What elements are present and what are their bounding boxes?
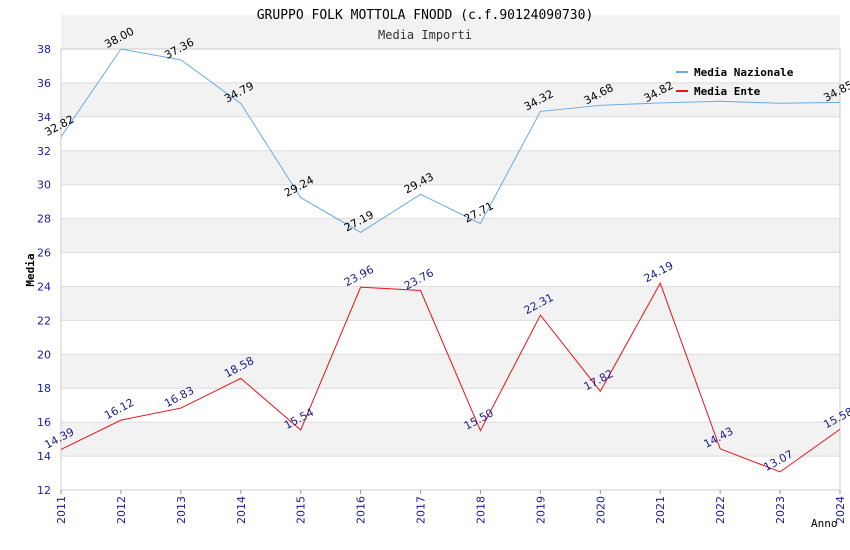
legend: Media Nazionale Media Ente bbox=[676, 66, 794, 98]
x-axis-ticks: 2011 2012 2013 2014 2015 2016 2017 2018 2019 2020… bbox=[55, 490, 847, 524]
chart-title: GRUPPO FOLK MOTTOLA FNODD (c.f.901240907… bbox=[257, 8, 594, 23]
plot-band bbox=[61, 150, 840, 185]
y-tick-label: 12 bbox=[37, 484, 51, 497]
y-tick-label: 34 bbox=[37, 111, 51, 124]
legend-label: Media Nazionale bbox=[694, 66, 794, 79]
plot-frame bbox=[60, 48, 841, 491]
y-tick-label: 30 bbox=[37, 179, 51, 192]
x-tick-label: 2022 bbox=[714, 496, 727, 524]
series-line-media-nazionale bbox=[60, 48, 841, 233]
plot-band bbox=[61, 422, 840, 457]
x-tick-label: 2017 bbox=[415, 496, 428, 524]
y-tick-label: 38 bbox=[37, 43, 51, 56]
x-tick-label: 2021 bbox=[654, 496, 667, 524]
plot-band bbox=[61, 82, 840, 117]
x-tick-label: 2018 bbox=[474, 496, 487, 524]
x-tick-label: 2015 bbox=[295, 496, 308, 524]
plot-bands bbox=[61, 15, 840, 457]
legend-label: Media Ente bbox=[694, 85, 761, 98]
y-tick-label: 26 bbox=[37, 247, 51, 260]
y-tick-label: 18 bbox=[37, 382, 51, 395]
y-axis-ticks: 12 14 16 18 20 22 24 26 28 30 32 34 36 38 bbox=[37, 43, 51, 497]
y-tick-label: 14 bbox=[37, 450, 51, 463]
y-axis-label: Media bbox=[24, 253, 37, 286]
y-tick-label: 36 bbox=[37, 77, 51, 90]
plot-band bbox=[61, 15, 840, 49]
series-lines bbox=[60, 48, 841, 473]
data-label: 24.19 bbox=[642, 259, 676, 285]
y-tick-label: 22 bbox=[37, 314, 51, 327]
plot-band bbox=[61, 286, 840, 321]
y-tick-label: 28 bbox=[37, 213, 51, 226]
x-axis-label: Anno bbox=[811, 517, 838, 530]
x-tick-label: 2016 bbox=[355, 496, 368, 524]
y-tick-label: 24 bbox=[37, 280, 51, 293]
series-line-media-ente bbox=[60, 282, 841, 473]
y-tick-label: 16 bbox=[37, 416, 51, 429]
x-tick-label: 2024 bbox=[834, 496, 847, 524]
x-tick-label: 2011 bbox=[55, 496, 68, 524]
x-tick-label: 2019 bbox=[534, 496, 547, 524]
y-tick-label: 20 bbox=[37, 348, 51, 361]
y-tick-label: 32 bbox=[37, 145, 51, 158]
x-tick-label: 2013 bbox=[175, 496, 188, 524]
x-tick-label: 2020 bbox=[594, 496, 607, 524]
x-tick-label: 2014 bbox=[235, 496, 248, 524]
chart-subtitle: Media Importi bbox=[378, 28, 472, 42]
x-tick-label: 2023 bbox=[774, 496, 787, 524]
plot-band bbox=[61, 218, 840, 253]
x-tick-label: 2012 bbox=[115, 496, 128, 524]
data-label: 23.96 bbox=[342, 263, 376, 289]
